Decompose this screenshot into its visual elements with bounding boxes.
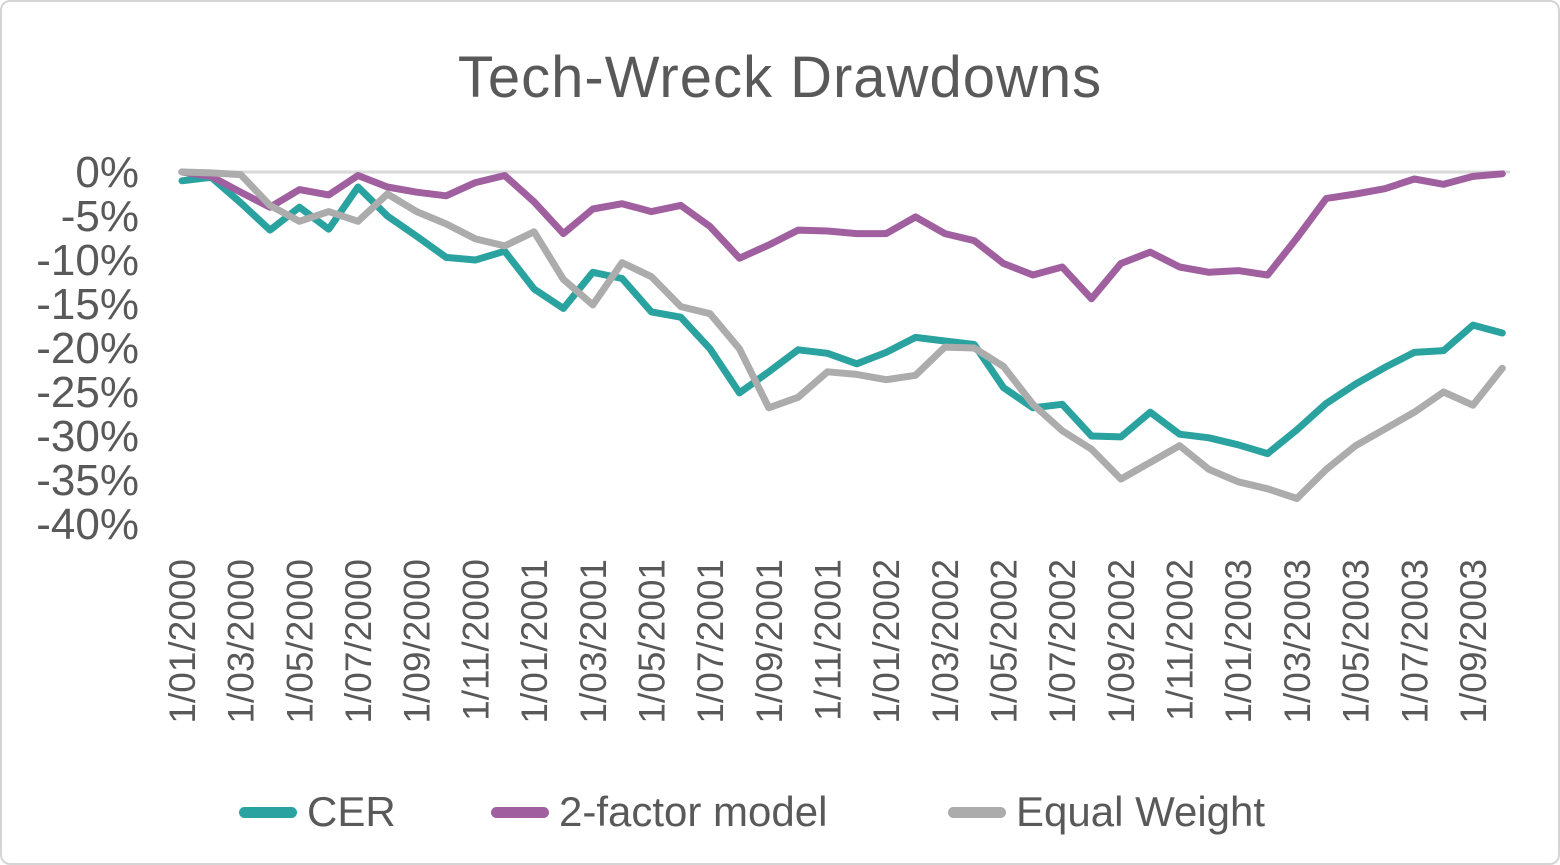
x-tick-label: 1/07/2002: [1042, 559, 1083, 724]
legend-swatch-cer: [239, 806, 297, 818]
legend-item-equal-weight: Equal Weight: [948, 788, 1265, 836]
y-tick-label: -40%: [36, 500, 139, 549]
x-tick-label: 1/09/2003: [1453, 559, 1494, 724]
y-tick-label: -25%: [36, 368, 139, 417]
y-tick-label: 0%: [75, 148, 139, 197]
x-tick-label: 1/09/2002: [1101, 559, 1142, 724]
legend-label-cer: CER: [307, 788, 396, 835]
y-tick-label: -15%: [36, 280, 139, 329]
y-tick-label: -20%: [36, 324, 139, 373]
x-tick-label: 1/01/2001: [514, 559, 555, 724]
legend-item-cer: CER: [239, 788, 396, 836]
x-tick-label: 1/05/2002: [984, 559, 1025, 724]
legend-label-2-factor-model: 2-factor model: [559, 788, 828, 835]
legend-item-2-factor-model: 2-factor model: [491, 788, 827, 836]
x-tick-label: 1/09/2000: [397, 559, 438, 724]
x-tick-label: 1/03/2003: [1277, 559, 1318, 724]
x-tick-label: 1/01/2003: [1218, 559, 1259, 724]
y-tick-label: -10%: [36, 236, 139, 285]
x-tick-label: 1/07/2001: [690, 559, 731, 724]
x-tick-label: 1/01/2002: [866, 559, 907, 724]
x-tick-label: 1/05/2003: [1336, 559, 1377, 724]
x-tick-label: 1/05/2000: [279, 559, 320, 724]
x-tick-label: 1/03/2001: [573, 559, 614, 724]
x-tick-label: 1/05/2001: [631, 559, 672, 724]
x-tick-label: 1/11/2002: [1160, 559, 1201, 721]
legend-label-equal-weight: Equal Weight: [1016, 788, 1266, 835]
legend-swatch-2-factor-model: [491, 806, 549, 818]
y-tick-label: -35%: [36, 456, 139, 505]
legend-swatch-equal-weight: [948, 806, 1006, 818]
y-tick-label: -5%: [61, 192, 139, 241]
series-line-equal-weight: [178, 168, 1506, 502]
x-tick-label: 1/07/2003: [1394, 559, 1435, 724]
series-line-cer: [178, 173, 1506, 458]
series-line-2-factor-model: [178, 168, 1506, 303]
x-tick-label: 1/07/2000: [338, 559, 379, 724]
x-tick-label: 1/09/2001: [749, 559, 790, 724]
y-tick-label: -30%: [36, 412, 139, 461]
x-tick-label: 1/03/2000: [221, 559, 262, 724]
x-tick-label: 1/01/2000: [162, 559, 203, 724]
chart-title: Tech-Wreck Drawdowns: [457, 45, 1103, 110]
x-tick-label: 1/11/2001: [807, 559, 848, 721]
x-tick-label: 1/11/2000: [455, 559, 496, 721]
x-tick-label: 1/03/2002: [925, 559, 966, 724]
